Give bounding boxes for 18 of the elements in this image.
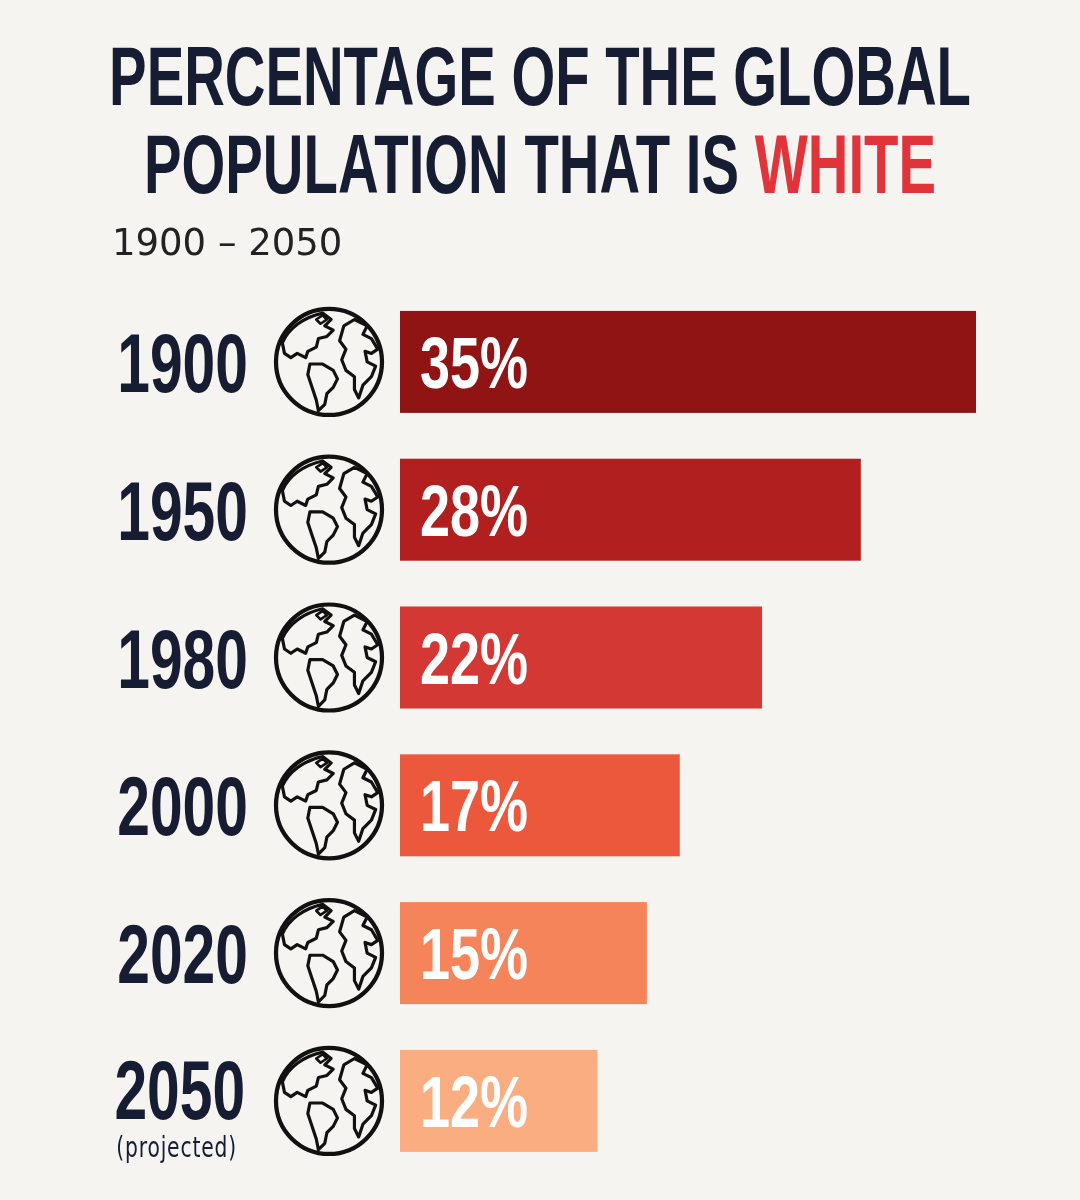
data-label: 35% [420, 322, 529, 403]
y-tick-label: 1980 [117, 611, 248, 705]
chart-title: PERCENTAGE OF THE GLOBAL POPULATION THAT IS WHITE [109, 28, 971, 211]
bar [400, 310, 976, 413]
bar [400, 606, 763, 709]
data-label: 28% [420, 470, 529, 551]
chart-subtitle: 1900 – 2050 [112, 221, 343, 264]
y-tick-label: 2020 [117, 906, 248, 1001]
data-label: 22% [420, 617, 529, 699]
data-label: 17% [420, 765, 529, 847]
y-tick-label: 2050 (projected) [114, 1042, 246, 1164]
y-tick-label: 2000 [117, 758, 248, 853]
data-label: 15% [420, 913, 529, 994]
y-tick-label: 1900 [117, 315, 248, 410]
bar [400, 458, 861, 561]
bar [400, 754, 680, 857]
y-tick-label: 1950 [117, 463, 248, 558]
data-label: 12% [420, 1061, 529, 1142]
